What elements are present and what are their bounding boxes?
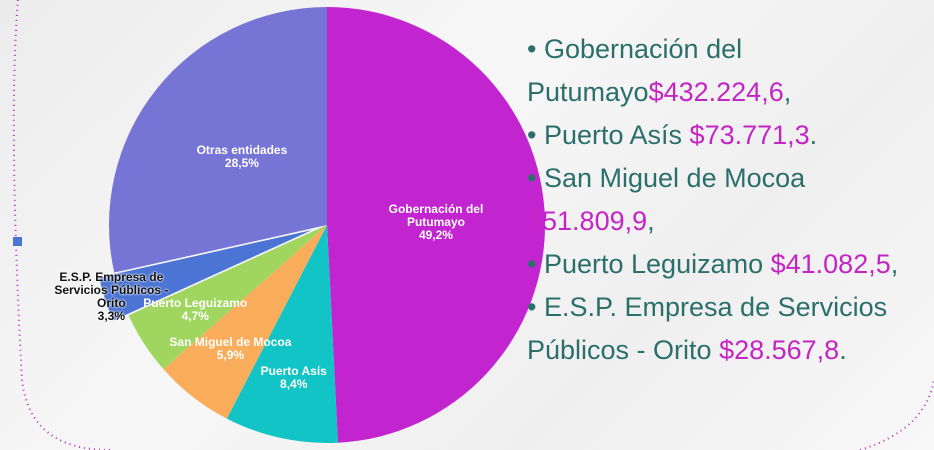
pie-slice <box>163 225 327 419</box>
entity-name: Puerto Asís <box>543 120 690 150</box>
amount-list: Gobernación del Putumayo$432.224,6,Puert… <box>527 28 934 372</box>
slice-name: E.S.P. Empresa de Servicios Públicos - O… <box>54 270 169 311</box>
slice-name: Otras entidades <box>196 142 288 157</box>
decor-border <box>12 0 111 450</box>
punctuation: , <box>783 77 792 107</box>
slice-label: San Miguel de Mocoa 5,9% <box>165 334 295 362</box>
punctuation: , <box>647 206 655 236</box>
pie-slice <box>128 225 327 370</box>
entity-name: E.S.P. Empresa de Servicios Públicos - O… <box>527 292 888 365</box>
slice-label: E.S.P. Empresa de Servicios Públicos - O… <box>41 271 181 323</box>
punctuation: , <box>890 249 899 279</box>
list-item: Puerto Asís $73.771,3. <box>527 114 934 157</box>
slice-name: Puerto Asís <box>260 364 327 379</box>
slice-name: San Miguel de Mocoa <box>169 334 292 349</box>
entity-amount: $28.567,8 <box>719 335 840 365</box>
slice-name: Puerto Leguizamo <box>143 296 248 311</box>
entity-name: Gobernación del Putumayo <box>527 34 743 107</box>
entity-amount: $51.809,9 <box>527 206 648 236</box>
punctuation: . <box>839 335 847 365</box>
list-item: E.S.P. Empresa de Servicios Públicos - O… <box>527 286 934 372</box>
entity-name: Puerto Leguizamo <box>543 249 771 279</box>
decor-border <box>859 379 934 450</box>
entity-amount: $41.082,5 <box>770 249 891 279</box>
slice-value: 28,5% <box>224 155 259 170</box>
slice-label: Puerto Asís 8,4% <box>229 365 359 391</box>
pie-slice <box>108 7 327 273</box>
entity-amount: $73.771,3 <box>689 120 810 150</box>
entity-name: San Miguel de Mocoa <box>543 163 806 193</box>
pie-slice <box>327 7 545 443</box>
slice-value: 3,3% <box>97 309 126 324</box>
slice-name: Gobernación del Putumayo <box>388 201 484 229</box>
punctuation: . <box>809 120 818 150</box>
pie-slice <box>226 225 338 443</box>
slice-label: Puerto Leguizamo 4,7% <box>130 297 260 323</box>
list-item: Gobernación del Putumayo$432.224,6, <box>527 28 934 114</box>
slice-value: 8,4% <box>280 377 308 392</box>
slice-label: Otras entidades 28,5% <box>177 142 307 170</box>
slice-value: 4,7% <box>181 309 209 324</box>
list-item: Puerto Leguizamo $41.082,5, <box>527 243 934 286</box>
legend-marker <box>13 237 22 246</box>
list-item: San Miguel de Mocoa $51.809,9, <box>527 157 934 243</box>
slice-label: Gobernación del Putumayo 49,2% <box>371 201 501 242</box>
pie-slice <box>99 230 312 321</box>
slice-value: 49,2% <box>418 227 453 242</box>
entity-amount: $432.224,6 <box>648 77 784 107</box>
slice-value: 5,9% <box>216 347 245 362</box>
